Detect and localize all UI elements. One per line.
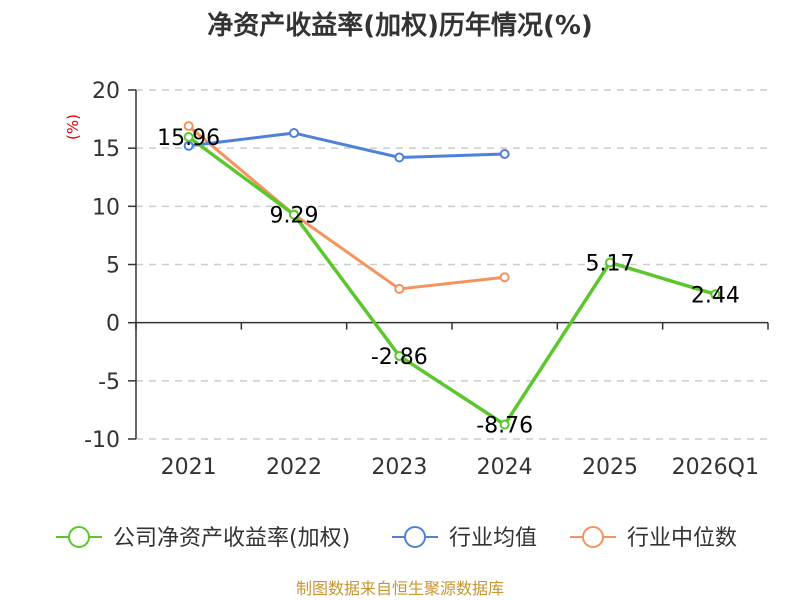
legend-item[interactable]: 行业均值: [392, 526, 537, 551]
y-tick-label: 20: [92, 79, 120, 104]
data-label: 15.96: [157, 126, 220, 151]
series-points: [183, 121, 721, 430]
data-label: 5.17: [586, 252, 635, 277]
source-note: 制图数据来自恒生聚源数据库: [296, 579, 504, 598]
legend-label: 行业均值: [449, 526, 537, 551]
series-line: [187, 135, 716, 427]
data-point: [289, 209, 299, 220]
y-axis-unit: (%): [64, 114, 82, 140]
legend-item[interactable]: 行业中位数: [570, 526, 737, 551]
data-point: [499, 148, 510, 159]
x-tick-label: 2026Q1: [672, 455, 759, 480]
legend-label: 公司净资产收益率(加权): [113, 526, 350, 551]
data-label: -8.76: [476, 414, 533, 439]
data-point: [183, 131, 194, 142]
data-point: [605, 257, 615, 268]
grid-lines: [136, 89, 768, 440]
series-lines: [187, 124, 716, 427]
legend[interactable]: 公司净资产收益率(加权) 行业均值 行业中位数: [56, 526, 737, 551]
data-point: [499, 272, 510, 283]
data-point: [394, 283, 405, 294]
data-point: [289, 128, 299, 139]
data-label: 2.44: [691, 283, 740, 308]
x-tick-label: 2022: [266, 455, 322, 480]
data-point: [499, 419, 510, 430]
data-point: [394, 350, 405, 361]
legend-swatch-marker: [68, 526, 90, 548]
y-tick-label: 10: [92, 195, 120, 220]
y-tick-labels: 20 15 10 5 0 -5 -10: [84, 79, 120, 453]
data-point: [183, 121, 194, 132]
data-labels: 15.96 9.29 -2.86 -8.76 5.17 2.44: [157, 126, 740, 439]
data-point: [394, 152, 405, 163]
y-tick-label: -5: [98, 370, 120, 395]
legend-swatch-marker: [582, 526, 604, 548]
x-tick-label: 2024: [477, 455, 533, 480]
y-tick-label: 0: [106, 312, 120, 337]
series-line: [187, 124, 505, 291]
series-line: [188, 131, 505, 159]
x-tick-label: 2025: [582, 455, 638, 480]
x-tick-labels: 2021 2022 2023 2024 2025 2026Q1: [161, 455, 759, 480]
legend-item[interactable]: 公司净资产收益率(加权): [56, 526, 350, 551]
chart-title: 净资产收益率(加权)历年情况(%): [207, 10, 593, 41]
x-tick-label: 2021: [161, 455, 217, 480]
legend-label: 行业中位数: [627, 526, 737, 551]
data-label: -2.86: [371, 345, 428, 370]
data-point: [710, 289, 721, 300]
axes: [128, 89, 769, 440]
x-tick-label: 2023: [371, 455, 427, 480]
y-tick-label: -10: [84, 428, 120, 453]
data-label: 9.29: [270, 204, 319, 229]
y-tick-label: 15: [92, 137, 120, 162]
legend-swatch-marker: [404, 526, 426, 548]
y-tick-label: 5: [106, 254, 120, 279]
